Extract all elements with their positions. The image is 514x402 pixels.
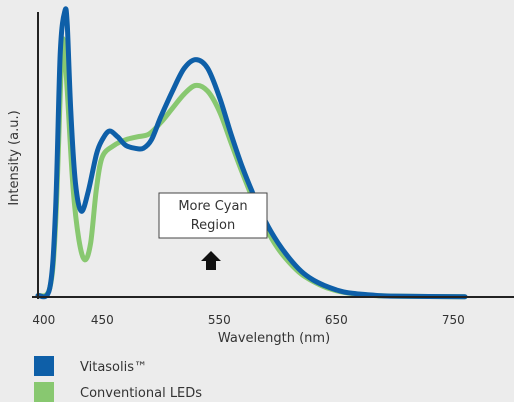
x-tick-label: 400 bbox=[32, 313, 55, 327]
x-tick-label: 450 bbox=[91, 313, 114, 327]
legend-label: Vitasolis™ bbox=[80, 360, 147, 375]
annotation-line1: More Cyan bbox=[178, 199, 247, 214]
x-tick-label: 650 bbox=[325, 313, 348, 327]
annotation: More Cyan Region bbox=[158, 192, 268, 270]
legend-swatch bbox=[34, 356, 54, 376]
plot-area bbox=[35, 6, 468, 300]
x-axis-title: Wavelength (nm) bbox=[218, 331, 330, 346]
legend-label: Conventional LEDs bbox=[80, 386, 202, 401]
annotation-box bbox=[158, 192, 268, 239]
annotation-line2: Region bbox=[191, 218, 236, 233]
series-line-conventional-leds bbox=[35, 36, 468, 300]
legend-swatch bbox=[34, 382, 54, 402]
x-tick-label: 550 bbox=[208, 313, 231, 327]
series-line-vitasolis bbox=[35, 6, 468, 300]
x-tick-label: 750 bbox=[442, 313, 465, 327]
legend: Vitasolis™ Conventional LEDs bbox=[34, 356, 202, 402]
up-arrow-icon bbox=[201, 251, 221, 270]
x-tick-labels: 400 450 550 650 750 bbox=[32, 313, 464, 327]
y-axis-title: Intensity (a.u.) bbox=[7, 110, 22, 205]
